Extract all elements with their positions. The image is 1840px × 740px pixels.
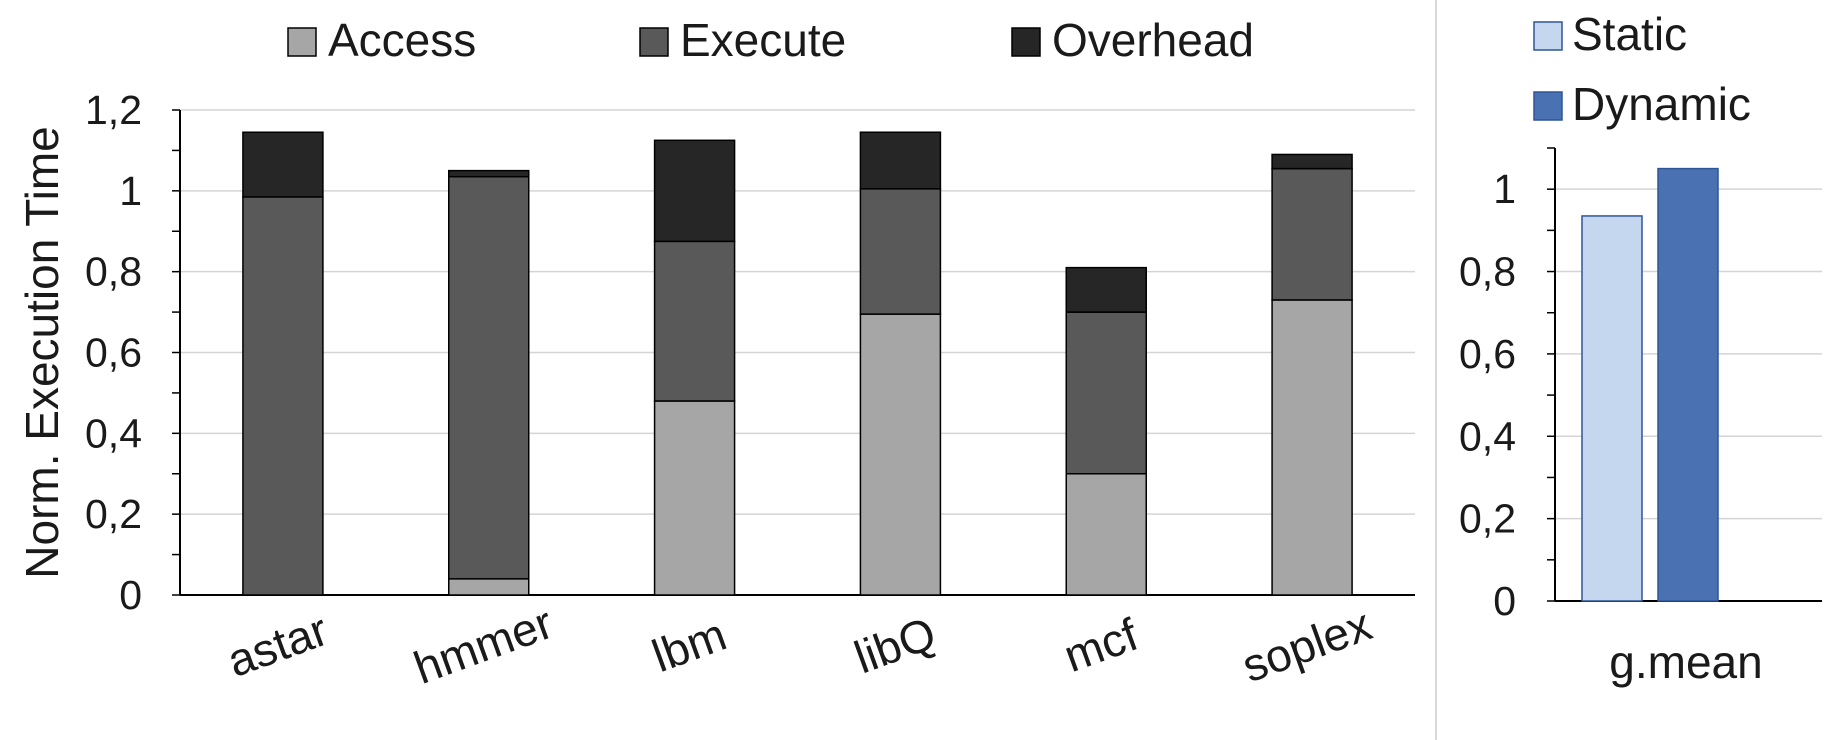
bar-overhead-astar bbox=[242, 131, 324, 198]
y-tick-label: 0,8 bbox=[85, 249, 142, 295]
bar-static bbox=[1581, 215, 1643, 602]
y-tick-label: 0,4 bbox=[85, 410, 142, 456]
y-tick-label: 0,6 bbox=[1459, 331, 1516, 377]
legend-label-static: Static bbox=[1572, 8, 1687, 60]
legend-swatch-overhead bbox=[1011, 27, 1041, 57]
bar-execute-libQ bbox=[859, 188, 942, 315]
bar-dynamic bbox=[1657, 167, 1719, 602]
y-tick-label: 0,6 bbox=[85, 330, 142, 376]
legend-swatch-dynamic bbox=[1533, 91, 1563, 121]
bar-execute-astar bbox=[242, 196, 324, 596]
y-tick-label: 0 bbox=[119, 572, 142, 618]
y-tick-label: 1 bbox=[119, 168, 142, 214]
bar-access-mcf bbox=[1065, 473, 1147, 596]
bar-execute-hmmer bbox=[448, 175, 530, 580]
x-category-label: lbm bbox=[645, 608, 732, 682]
bar-overhead-soplex bbox=[1271, 153, 1353, 170]
x-category-label: hmmer bbox=[407, 596, 559, 694]
bar-access-soplex bbox=[1271, 299, 1353, 596]
legend-swatch-static bbox=[1533, 21, 1563, 51]
legend-swatch-access bbox=[287, 27, 317, 57]
x-category-label: soplex bbox=[1235, 598, 1378, 692]
bar-execute-mcf bbox=[1065, 311, 1147, 475]
y-tick-label: 0,2 bbox=[1459, 496, 1516, 542]
bar-execute-soplex bbox=[1271, 167, 1353, 301]
y-tick-label: 0,4 bbox=[1459, 413, 1516, 459]
bar-access-lbm bbox=[653, 400, 736, 596]
x-category-label: g.mean bbox=[1609, 636, 1762, 688]
x-category-label: astar bbox=[221, 603, 335, 687]
x-category-label: libQ bbox=[848, 607, 943, 684]
y-tick-label: 1 bbox=[1493, 166, 1516, 212]
bar-overhead-lbm bbox=[653, 139, 736, 243]
y-tick-label: 0,2 bbox=[85, 491, 142, 537]
bar-overhead-libQ bbox=[859, 131, 942, 190]
y-tick-label: 0 bbox=[1493, 578, 1516, 624]
legend-label-execute: Execute bbox=[680, 14, 846, 66]
legend-label-access: Access bbox=[328, 14, 476, 66]
x-category-label: mcf bbox=[1057, 608, 1145, 682]
legend-label-dynamic: Dynamic bbox=[1572, 78, 1751, 130]
bar-access-libQ bbox=[859, 313, 942, 596]
legend-label-overhead: Overhead bbox=[1052, 14, 1254, 66]
bar-execute-lbm bbox=[653, 240, 736, 402]
y-tick-label: 0,8 bbox=[1459, 249, 1516, 295]
bar-access-hmmer bbox=[448, 578, 530, 596]
bar-overhead-hmmer bbox=[448, 169, 530, 178]
y-axis-title: Norm. Execution Time bbox=[16, 126, 68, 578]
gmean-bar-chart: 0 0,2 0,4 0,6 0,8 1 g.mean Static Dynamic bbox=[1459, 8, 1822, 688]
stacked-bar-chart: 0 0,2 0,4 0,6 0,8 1 1,2 astar hmmer lbm libQ mcf sop… bbox=[16, 14, 1415, 694]
y-tick-label: 1,2 bbox=[85, 87, 142, 133]
bar-overhead-mcf bbox=[1065, 266, 1147, 313]
legend-swatch-execute bbox=[639, 27, 669, 57]
